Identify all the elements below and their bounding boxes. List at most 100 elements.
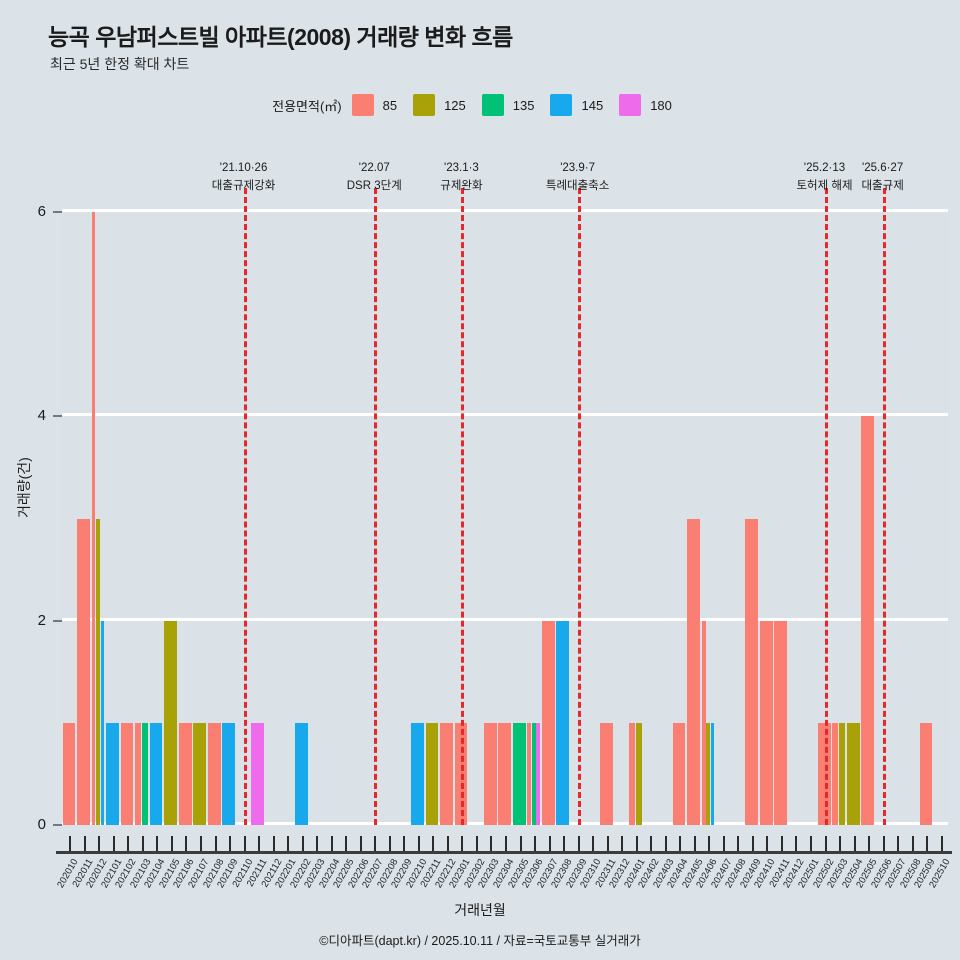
bar[interactable] [294,722,308,825]
bar[interactable] [483,722,497,825]
y-tick-mark [53,415,62,418]
x-tick-mark [345,836,348,851]
x-tick-mark [505,836,507,851]
bar[interactable] [710,722,715,825]
y-tick-mark [53,619,62,622]
bar[interactable] [635,722,642,825]
bar[interactable] [411,722,424,825]
x-tick-mark [853,836,856,851]
legend-item-85[interactable]: 85 [351,94,397,116]
event-line [461,188,465,825]
bar[interactable] [141,722,148,825]
legend-item-125[interactable]: 125 [413,94,466,116]
x-tick-mark [679,836,682,851]
event-line [243,188,247,825]
bar[interactable] [706,722,710,825]
bar[interactable] [77,518,90,825]
bar[interactable] [861,416,875,825]
bar[interactable] [629,722,636,825]
bar[interactable] [512,722,526,825]
bar[interactable] [774,620,788,825]
x-tick-mark [287,836,290,851]
bar[interactable] [149,722,163,825]
bar[interactable] [251,722,265,825]
x-tick-mark [664,836,667,851]
legend-label-145: 145 [581,97,604,113]
event-line [824,188,828,825]
x-tick-mark [780,836,783,851]
bar[interactable] [541,620,555,825]
x-tick-mark [693,836,696,851]
event-label: DSR 3단계 [346,179,402,192]
legend-swatch-180 [619,94,642,116]
bar[interactable] [100,620,105,825]
x-tick-mark [882,836,885,851]
event-label: 규제완화 [440,179,483,192]
event-date: '23.1·3 [444,162,479,174]
x-tick-mark [243,836,246,851]
bar[interactable] [96,518,100,825]
legend-swatch-125 [413,94,436,116]
legend-item-145[interactable]: 145 [550,94,603,116]
bar[interactable] [106,722,119,825]
x-tick-mark [446,836,449,851]
bar[interactable] [527,722,532,825]
x-tick-mark [432,836,435,851]
bar[interactable] [687,518,700,825]
bar[interactable] [440,722,453,825]
bar[interactable] [207,722,221,825]
legend-item-135[interactable]: 135 [481,94,534,116]
bar[interactable] [536,722,541,825]
event-line [374,188,378,825]
x-tick-mark [839,836,842,851]
bar[interactable] [839,722,846,825]
x-tick-mark [388,836,391,851]
bar[interactable] [531,722,536,825]
bar[interactable] [91,212,96,825]
event-annotation: '23.1·3 규제완화 [440,160,482,196]
bar[interactable] [425,722,439,825]
x-tick-mark [127,836,130,851]
y-tick-mark [53,824,62,826]
bar[interactable] [672,722,686,825]
x-tick-mark [69,836,72,851]
bar[interactable] [759,620,773,825]
y-tick-mark [53,211,62,213]
bar[interactable] [135,722,142,825]
bar[interactable] [193,722,207,825]
x-tick-mark [606,836,609,851]
bar[interactable] [832,722,839,825]
y-tick-label: 0 [37,816,46,833]
y-tick-label: 2 [37,611,46,629]
bar[interactable] [919,722,933,825]
x-tick-mark [592,836,595,851]
event-annotation: '23.9·7 특례대출축소 [546,160,609,196]
bar[interactable] [120,722,134,825]
bar[interactable] [745,518,758,825]
x-tick-mark [548,836,551,851]
bar[interactable] [498,722,512,825]
event-label: 대출규제 [861,179,904,192]
gridline [62,209,948,212]
bar[interactable] [846,722,860,825]
bar[interactable] [701,620,706,825]
x-tick-mark [258,836,261,851]
x-tick-mark [83,836,86,851]
plot-area [62,188,948,825]
gridline [62,413,948,417]
legend-label-180: 180 [650,97,672,113]
legend-item-180[interactable]: 180 [619,94,672,116]
bar[interactable] [599,722,613,825]
bar[interactable] [178,722,192,825]
x-tick-mark [897,836,900,851]
x-tick-mark [199,836,202,851]
bar[interactable] [62,722,76,825]
bar[interactable] [164,620,177,825]
bar[interactable] [222,722,236,825]
x-tick-mark [417,836,420,851]
footer-credit: ©디아파트(dapt.kr) / 2025.10.11 / 자료=국토교통부 실… [319,934,641,948]
x-axis-label: 거래년월 [454,902,506,918]
bar[interactable] [556,620,570,825]
x-tick-mark [824,836,827,851]
x-tick-mark [635,836,638,851]
